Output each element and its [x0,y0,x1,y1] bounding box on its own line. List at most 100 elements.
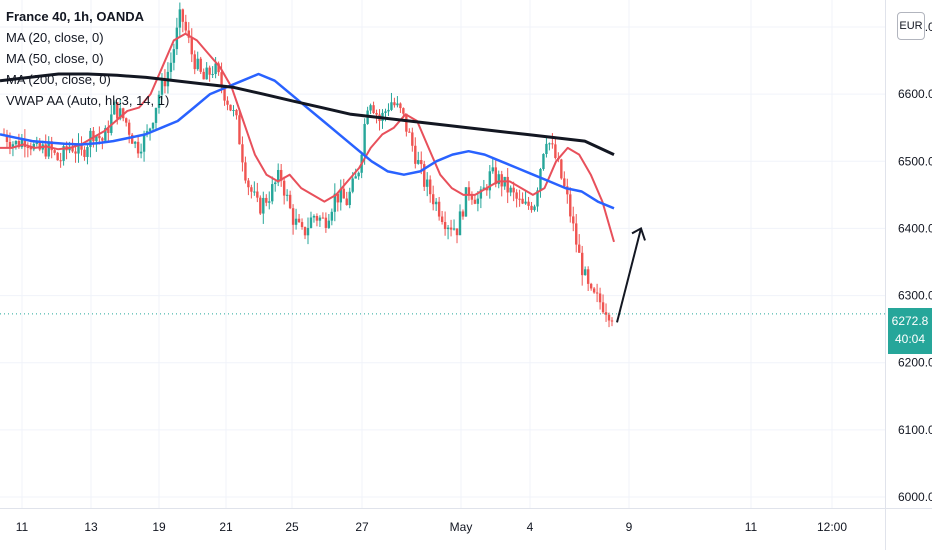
candle-body [452,228,456,230]
candle-body [580,252,584,276]
candle-body [434,201,438,205]
candle-body [181,9,185,22]
x-tick-label: 13 [84,520,98,534]
candle-body [363,123,366,155]
candle-body [566,186,569,195]
candle-body [26,147,30,149]
candle-body [169,62,173,72]
candle-body [461,211,465,217]
candle-body [223,87,226,101]
indicator-ma20[interactable]: MA (20, close, 0) [6,30,104,45]
candle-body [178,9,182,28]
candle-body [205,67,208,80]
candle-body [127,122,131,135]
candle-body [77,143,80,154]
candle-body [521,198,524,204]
candle-body [551,143,554,145]
x-tick-label: 27 [355,520,369,534]
candle-body [214,63,217,75]
y-tick-label: 6200.0 [898,356,932,370]
symbol-title[interactable]: France 40, 1h, OANDA [6,9,144,24]
candle-body [98,135,101,139]
candle-body [265,197,268,203]
candle-body [74,151,77,154]
candle-body [470,194,474,200]
x-tick-label: 11 [16,520,29,534]
candle-body [113,102,116,115]
candle-body [339,188,342,203]
candle-body [375,113,378,115]
candle-body [211,74,214,76]
candle-body [199,58,202,72]
indicator-ma200[interactable]: MA (200, close, 0) [6,72,111,87]
candle-body [262,197,265,214]
candle-body [8,141,12,148]
candle-body [402,108,405,114]
candle-body [315,215,319,221]
candle-body [217,63,220,73]
candle-body [321,217,325,219]
candle-body [23,139,27,148]
time-axis[interactable]: 11 13 19 21 25 27 May 4 9 11 12:00 [0,508,932,535]
candle-body [399,103,402,109]
candle-body [318,217,322,221]
candle-body [420,160,423,165]
candle-body [607,314,611,321]
candle-body [491,167,494,172]
candle-body [598,293,602,303]
price-axis[interactable]: 6000.0 6100.0 6200.0 6300.0 6400.0 6500.0 6600… [885,0,932,550]
candle-body [351,178,354,192]
candle-body [536,190,539,207]
candle-body [220,72,223,88]
candle-body [530,205,533,211]
candle-body [586,269,590,284]
candle-body [595,292,599,294]
candle-body [139,151,143,154]
chart-grid [0,0,885,508]
candle-body [518,198,521,200]
arrow-head [631,226,646,241]
candle-body [563,178,566,187]
candle-body [107,128,110,133]
candle-body [601,302,605,313]
candle-body [342,188,345,199]
candle-body [92,130,95,142]
candle-body [455,228,459,236]
candle-body [44,144,47,157]
candle-body [157,94,161,108]
indicator-vwap[interactable]: VWAP AA (Auto, hlc3, 14, 1) [6,93,170,108]
candle-body [476,198,480,204]
candle-body [443,222,447,230]
candle-body [202,71,205,80]
candle-body [14,141,18,145]
candle-body [569,194,572,217]
x-tick-label: 9 [626,520,633,534]
candle-body [288,194,292,209]
y-tick-label: 6300.0 [898,289,932,303]
candle-body [274,182,277,185]
candle-body [151,122,155,129]
candle-body [393,102,396,106]
candle-body [56,152,59,161]
arrow-shaft [616,228,642,323]
candle-body [271,184,274,202]
trend-arrow-annotation[interactable] [616,226,646,323]
candle-body [372,105,375,114]
candle-body [610,320,614,322]
candle-body [336,193,340,203]
candle-body [500,174,503,187]
y-tick-label: 6000.0 [898,490,932,504]
candle-body [226,100,229,105]
indicator-ma50[interactable]: MA (50, close, 0) [6,51,104,66]
candle-body [279,169,283,181]
currency-button[interactable]: EUR [897,12,925,40]
candle-body [479,189,483,199]
current-price-value: 6272.8 [891,314,929,328]
candle-body [71,146,74,152]
candle-body [256,191,259,198]
candle-body [268,201,271,203]
candle-body [387,109,390,112]
candle-body [357,172,360,177]
candle-body [20,139,24,148]
candle-body [80,143,83,150]
